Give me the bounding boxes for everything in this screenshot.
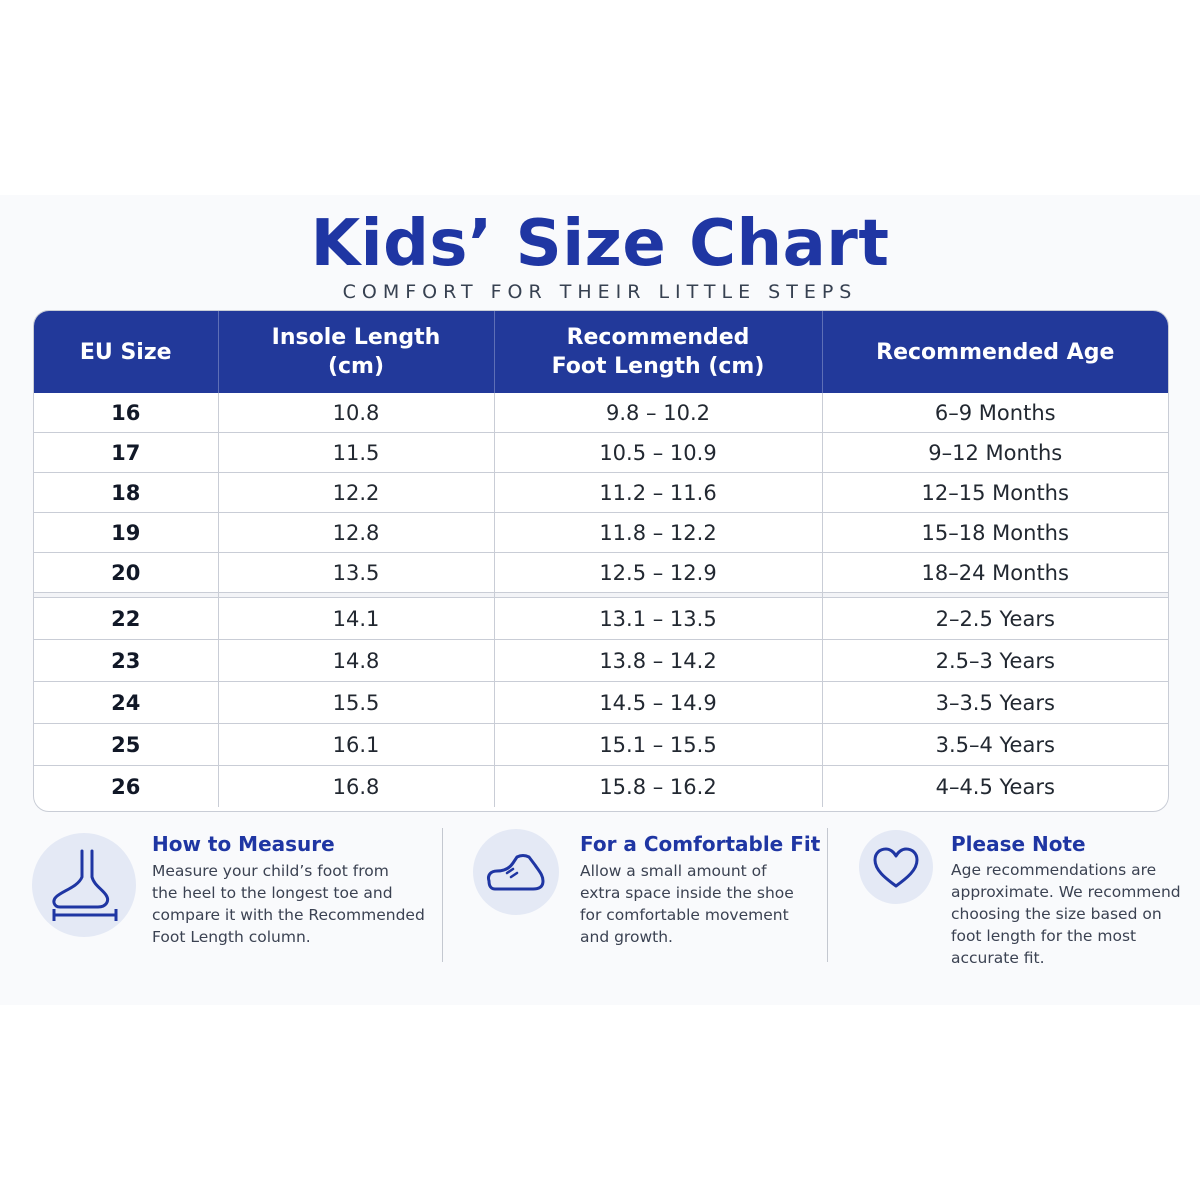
foot-measure-icon: [52, 849, 118, 921]
cell-foot-length: 14.5 – 14.9: [494, 681, 823, 724]
cell-age: 4–4.5 Years: [935, 774, 1055, 799]
page-title: Kids’ Size Chart: [310, 207, 890, 281]
cell-age: 18–24 Months: [822, 552, 1168, 593]
column-header-recommended-age: Recommended Age: [822, 311, 1168, 393]
cell-eu-size: 23: [34, 639, 219, 682]
cell-age: 3.5–4 Years: [822, 723, 1168, 766]
cell-insole-length: 16.8: [218, 765, 495, 807]
cell-insole-length: 12.8: [218, 512, 495, 553]
shoe-icon-badge: [473, 829, 559, 915]
table-row: 20 13.5 12.5 – 12.9 18–24 Months: [34, 552, 1168, 593]
cell-foot-length: 11.2 – 11.6: [494, 472, 823, 513]
info-divider: [827, 828, 828, 962]
cell-age: 6–9 Months: [822, 393, 1168, 433]
heart-icon-badge: [859, 830, 933, 904]
table-row: 19 12.8 11.8 – 12.2 15–18 Months: [34, 512, 1168, 553]
cell-insole-length: 14.1: [218, 597, 495, 640]
info-divider: [442, 828, 443, 962]
column-header-eu-size: EU Size: [34, 311, 219, 393]
cell-eu-size: 19: [34, 512, 219, 553]
cell-insole-length: 16.1: [218, 723, 495, 766]
cell-age: 2.5–3 Years: [822, 639, 1168, 682]
row-group-separator: [34, 592, 1168, 598]
heart-icon: [873, 847, 919, 888]
cell-age: 15–18 Months: [822, 512, 1168, 553]
cell-insole-length: 10.8: [218, 393, 495, 433]
info-title-please-note: Please Note: [951, 832, 1086, 856]
info-title-comfortable-fit: For a Comfortable Fit: [580, 832, 821, 856]
cell-insole-length: 12.2: [218, 472, 495, 513]
size-chart-table: EU Size Insole Length (cm) Recommended Foo…: [33, 310, 1169, 812]
cell-age: 12–15 Months: [822, 472, 1168, 513]
cell-foot-length: 15.8 – 16.2: [494, 765, 823, 807]
shoe-icon: [487, 854, 545, 891]
cell-eu-size: 16: [34, 393, 219, 433]
cell-eu-size: 22: [34, 597, 219, 640]
cell-eu-size: 24: [34, 681, 219, 724]
cell-insole-length: 14.8: [218, 639, 495, 682]
cell-insole-length: 13.5: [218, 552, 495, 593]
cell-foot-length: 9.8 – 10.2: [494, 393, 823, 433]
table-row: 17 11.5 10.5 – 10.9 9–12 Months: [34, 432, 1168, 473]
cell-age: 3–3.5 Years: [822, 681, 1168, 724]
table-header-row: EU Size Insole Length (cm) Recommended Foo…: [34, 311, 1168, 393]
cell-eu-size: 20: [34, 552, 219, 593]
cell-foot-length: 11.8 – 12.2: [494, 512, 823, 553]
cell-foot-length: 12.5 – 12.9: [494, 552, 823, 593]
cell-age: 9–12 Months: [822, 432, 1168, 473]
cell-eu-size: 25: [34, 723, 219, 766]
table-row: 16 10.8 9.8 – 10.2 6–9 Months: [34, 393, 1168, 433]
cell-insole-length: 15.5: [218, 681, 495, 724]
cell-foot-length: 10.5 – 10.9: [494, 432, 823, 473]
table-row: 26 16.8 15.8 – 16.2 4–4.5 Years: [34, 765, 1168, 807]
table-row: 24 15.5 14.5 – 14.9 3–3.5 Years: [34, 681, 1168, 724]
cell-eu-size: 18: [34, 472, 219, 513]
info-text-please-note: Age recommendations are approximate. We …: [951, 861, 1181, 967]
table-row: 25 16.1 15.1 – 15.5 3.5–4 Years: [34, 723, 1168, 766]
column-header-insole-length: Insole Length (cm): [218, 311, 495, 393]
column-header-foot-length: Recommended Foot Length (cm): [494, 311, 823, 393]
foot-measure-icon-badge: [32, 833, 136, 937]
cell-age: 2–2.5 Years: [822, 597, 1168, 640]
cell-foot-length: 15.1 – 15.5: [494, 723, 823, 766]
info-text-how-to-measure: Measure your child’s foot from the heel …: [152, 862, 425, 946]
cell-foot-length: 13.8 – 14.2: [494, 639, 823, 682]
info-text-comfortable-fit: Allow a small amount of extra space insi…: [580, 862, 794, 946]
table-row: 22 14.1 13.1 – 13.5 2–2.5 Years: [34, 597, 1168, 640]
cell-insole-length: 11.5: [218, 432, 495, 473]
cell-eu-size: 17: [34, 432, 219, 473]
page-subtitle: COMFORT FOR THEIR LITTLE STEPS: [342, 281, 858, 303]
cell-foot-length: 13.1 – 13.5: [494, 597, 823, 640]
table-row: 23 14.8 13.8 – 14.2 2.5–3 Years: [34, 639, 1168, 682]
cell-eu-size: 26: [34, 765, 219, 807]
info-title-how-to-measure: How to Measure: [152, 832, 335, 856]
table-row: 18 12.2 11.2 – 11.6 12–15 Months: [34, 472, 1168, 513]
